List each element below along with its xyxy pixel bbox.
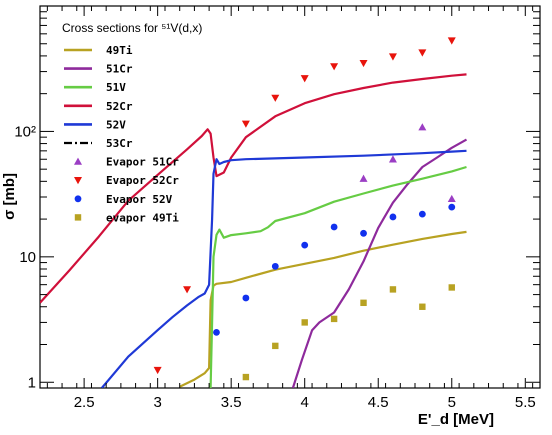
point-evapor-52cr [300, 75, 309, 83]
point-evapor-52v [389, 213, 397, 221]
point-evapor-49ti [360, 299, 367, 307]
legend-label-51cr: 51Cr [106, 63, 133, 76]
legend-label-52cr: 52Cr [106, 100, 133, 113]
legend-label-53cr: 53Cr [106, 137, 133, 150]
point-evapor-52cr [388, 53, 397, 61]
legend-label-evapor-51cr: Evapor 51Cr [106, 156, 179, 169]
axes-layer: 2.5 3 3.5 4 4.5 5 5.5 1 10 10² [14, 6, 540, 411]
point-evapor-51cr [388, 155, 397, 163]
point-evapor-52v [242, 294, 250, 302]
legend-label-evapor-49ti: evapor 49Ti [106, 211, 179, 224]
series-line-52v [100, 149, 467, 388]
series-line-51cr [291, 138, 468, 388]
point-evapor-52v [360, 229, 367, 237]
point-evapor-52v [448, 203, 456, 211]
legend-marker-evapor-51cr [74, 157, 82, 165]
legend-marker-evapor-52cr [74, 177, 82, 185]
plot-frame [39, 5, 541, 389]
point-evapor-49ti [389, 286, 397, 293]
point-evapor-49ti [272, 342, 279, 350]
legend-label-52v: 52V [106, 118, 126, 131]
point-evapor-52v [418, 210, 426, 218]
point-evapor-49ti [242, 373, 250, 381]
curves-layer [40, 73, 468, 388]
point-evapor-52cr [241, 120, 250, 128]
series-line-51v [209, 165, 467, 388]
point-evapor-49ti [330, 315, 338, 323]
point-evapor-51cr [359, 174, 368, 182]
series-line-49ti [179, 230, 467, 388]
x-tick-label: 4.5 [368, 394, 389, 411]
x-tick-label: 2.5 [74, 394, 95, 411]
legend-label-evapor-52cr: Evapor 52Cr [106, 174, 179, 187]
legend-label-49ti: 49Ti [106, 44, 133, 57]
point-evapor-52cr [271, 94, 280, 102]
x-tick-label: 3.5 [221, 394, 242, 411]
point-evapor-52v [271, 262, 279, 270]
y-tick-label: 10 [19, 249, 36, 266]
point-evapor-52v [330, 223, 338, 231]
point-evapor-52cr [183, 286, 192, 294]
x-axis-title: E'_d [MeV] [418, 411, 494, 428]
series-line-52cr [40, 73, 467, 304]
legend: Cross sections for ⁵¹V(d,x) 49Ti 51Cr 51V 5… [62, 21, 202, 224]
point-evapor-52cr [418, 49, 427, 57]
point-evapor-49ti [448, 284, 455, 291]
legend-label-evapor-52v: Evapor 52V [106, 193, 173, 206]
point-evapor-51cr [418, 123, 427, 131]
x-tick-label: 4 [301, 394, 309, 411]
y-axis-title: σ [mb] [1, 173, 18, 220]
point-evapor-51cr [447, 194, 456, 203]
point-evapor-52cr [153, 366, 162, 375]
point-evapor-52cr [447, 37, 456, 45]
markers-layer [153, 37, 456, 381]
legend-label-51v: 51V [106, 81, 126, 94]
point-evapor-52cr [330, 63, 339, 71]
point-evapor-49ti [419, 303, 426, 310]
point-evapor-52v [213, 328, 220, 336]
y-tick-label: 1 [28, 374, 36, 391]
legend-title: Cross sections for ⁵¹V(d,x) [62, 21, 202, 35]
point-evapor-52v [301, 241, 309, 249]
point-evapor-49ti [301, 319, 308, 326]
legend-marker-evapor-52v [74, 195, 82, 203]
point-evapor-52cr [359, 59, 368, 68]
x-tick-label: 5 [448, 394, 456, 411]
x-tick-label: 5.5 [515, 394, 536, 411]
y-tick-label: 10² [14, 123, 36, 140]
x-tick-label: 3 [153, 394, 161, 411]
legend-marker-evapor-49ti [74, 214, 82, 221]
